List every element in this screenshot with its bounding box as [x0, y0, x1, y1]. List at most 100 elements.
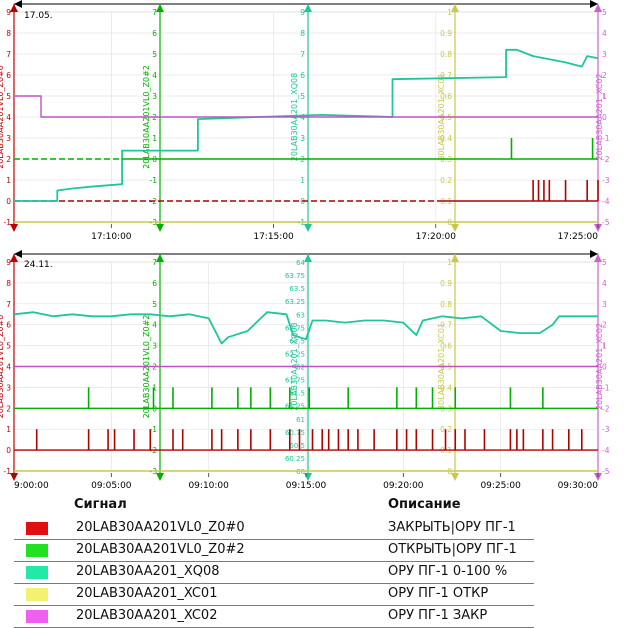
axis-tick-label: 6: [152, 29, 157, 38]
axis-tick-label: 6: [6, 321, 11, 330]
axis-tick-label: -1: [4, 467, 12, 476]
axis-arrow-up-icon: [304, 254, 312, 262]
axis-tick-label: -2: [602, 404, 610, 413]
axis-tick-label: 1: [300, 176, 305, 185]
axis-tick-label: 60.25: [285, 455, 305, 463]
axis-tick-label: 1: [6, 176, 11, 185]
axis-tick-label: 7: [152, 258, 157, 267]
legend-table: Сигнал Описание 20LAB30AA201VL0_Z0#0 ЗАК…: [14, 494, 534, 628]
axis-tick-label: -4: [602, 197, 610, 206]
axis-tick-label: 8: [300, 29, 305, 38]
axis-tick-label: 8: [6, 29, 11, 38]
axis-tick-label: 0.9: [440, 279, 452, 288]
axis-arrow-up-icon: [10, 254, 18, 262]
axis-tick-label: 3: [152, 342, 157, 351]
legend-row: 20LAB30AA201VL0_Z0#0 ЗАКРЫТЬ|ОРУ ПГ-1: [14, 518, 534, 540]
x-tick-label: 09:05:00: [91, 481, 132, 491]
legend-signal: 20LAB30AA201_XC02: [76, 608, 218, 623]
axis-tick-label: -1: [602, 134, 610, 143]
axis-tick-label: 63.5: [289, 285, 305, 293]
arrow-right-icon: [590, 250, 598, 258]
axis-tick-label: 4: [602, 279, 607, 288]
date-label: 24.11.: [24, 260, 53, 270]
x-tick-label: 17:25:00: [558, 232, 599, 242]
axis-tick-label: 1: [447, 8, 452, 17]
legend-header: Сигнал Описание: [14, 494, 534, 518]
axis-arrow-down-icon: [304, 224, 312, 232]
axis-tick-label: 2: [602, 71, 607, 80]
axis-tick-label: 3: [300, 134, 305, 143]
axis-tick-label: 63: [296, 311, 305, 319]
axis-tick-label: 62.25: [285, 350, 305, 358]
axis-arrow-up-icon: [10, 4, 18, 12]
series-xq08-line: [13, 311, 598, 345]
legend-row: 20LAB30AA201_XC02 ОРУ ПГ-1 ЗАКР: [14, 606, 534, 628]
legend-description: ЗАКРЫТЬ|ОРУ ПГ-1: [388, 520, 516, 535]
axis-tick-label: 5: [152, 50, 157, 59]
axis-tick-label: 62: [296, 364, 305, 372]
legend-row: 20LAB30AA201VL0_Z0#2 ОТКРЫТЬ|ОРУ ПГ-1: [14, 540, 534, 562]
axis-tick-label: 6: [152, 279, 157, 288]
axis-tick-label: 0.6: [440, 92, 452, 101]
legend-row: 20LAB30AA201_XC01 ОРУ ПГ-1 ОТКР: [14, 584, 534, 606]
axis-tick-label: 63.25: [285, 298, 305, 306]
axis-tick-label: 7: [300, 50, 305, 59]
axis-tick-label: 61.75: [285, 377, 305, 385]
axis-arrow-up-icon: [594, 254, 602, 262]
axis-tick-label: 3: [6, 134, 11, 143]
axis-arrow-down-icon: [451, 473, 459, 481]
axis-tick-label: 3: [602, 300, 607, 309]
axis-tick-label: 0: [602, 113, 607, 122]
axis-tick-label: 5: [6, 342, 11, 351]
axis-tick-label: 0.8: [440, 50, 452, 59]
legend-row: 20LAB30AA201_XQ08 ОРУ ПГ-1 0-100 %: [14, 562, 534, 584]
axis-tick-label: 9: [6, 8, 11, 17]
axis-arrow-up-icon: [594, 4, 602, 12]
legend-swatch: [26, 610, 48, 623]
axis-arrow-up-icon: [451, 4, 459, 12]
axis-arrow-down-icon: [156, 473, 164, 481]
axis-tick-label: 4: [602, 29, 607, 38]
axis-tick-label: 62.75: [285, 324, 305, 332]
series-xq08-line: [14, 48, 599, 202]
axis-title: 20LAB30AA201VL0_Z0#0: [0, 315, 5, 419]
axis-tick-label: -5: [602, 218, 610, 227]
axis-tick-label: -2: [602, 155, 610, 164]
axis-arrow-up-icon: [156, 4, 164, 12]
axis-tick-label: 2: [6, 155, 11, 164]
series-xc02-line: [14, 95, 598, 118]
axis-tick-label: 3: [602, 50, 607, 59]
x-tick-label: 17:20:00: [416, 232, 457, 242]
legend-swatch: [26, 588, 48, 601]
chart-panel-1: 17.05. -1 0 1 2 3 4 5 6 7 8 9 20LAB30AA201VL0_Z0#0 -3…: [0, 0, 610, 242]
axis-tick-label: -1: [602, 383, 610, 392]
axis-arrow-down-icon: [451, 224, 459, 232]
axis-tick-label: 9: [300, 8, 305, 17]
legend-signal: 20LAB30AA201VL0_Z0#0: [76, 520, 245, 535]
axis-tick-label: 60.75: [285, 429, 305, 437]
axis-tick-label: 0.4: [440, 383, 452, 392]
axis-tick-label: 1: [447, 258, 452, 267]
axis-title: 20LAB30AA201_XC02: [595, 323, 604, 410]
axis-tick-label: 5: [152, 300, 157, 309]
axis-tick-label: 2: [6, 404, 11, 413]
axis-title: 20LAB30AA201VL0_Z0#0: [0, 65, 5, 169]
legend-signal: 20LAB30AA201_XC01: [76, 586, 218, 601]
axis-tick-label: -1: [150, 425, 158, 434]
axis-tick-label: 0: [6, 197, 11, 206]
axis-title: 20LAB30AA201_XC02: [595, 73, 604, 160]
axis-tick-label: 0.6: [440, 342, 452, 351]
x-tick-label: 09:20:00: [383, 481, 424, 491]
axis-tick-label: 1: [602, 342, 607, 351]
date-label: 17.05.: [24, 11, 53, 21]
axis-tick-label: 1: [152, 134, 157, 143]
axis-tick-label: 5: [6, 92, 11, 101]
axis-tick-label: 5: [300, 92, 305, 101]
axis-tick-label: 4: [6, 113, 11, 122]
axis-tick-label: 4: [6, 363, 11, 372]
legend-swatch: [26, 544, 48, 557]
axis-tick-label: 64: [296, 259, 305, 267]
axis-tick-label: 0: [6, 446, 11, 455]
legend-description: ОРУ ПГ-1 ОТКР: [388, 586, 489, 601]
legend-signal: 20LAB30AA201VL0_Z0#2: [76, 542, 245, 557]
